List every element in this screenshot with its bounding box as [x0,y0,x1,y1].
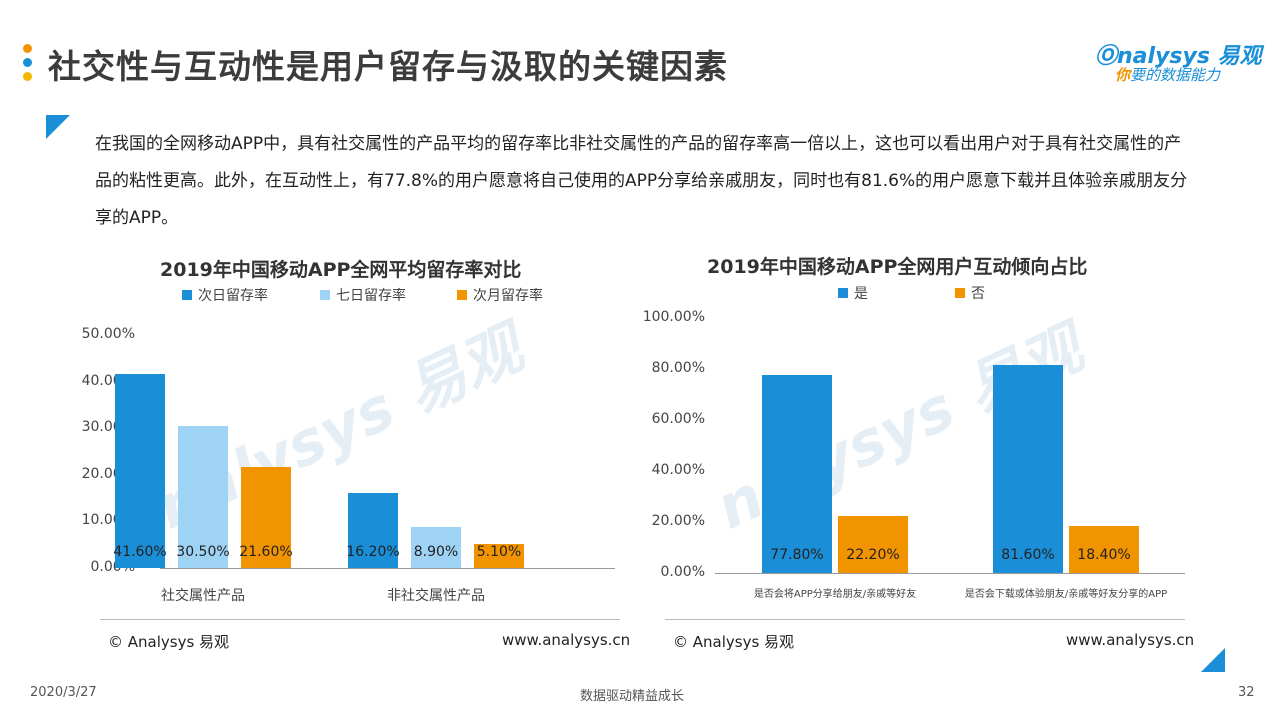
legend-item: 七日留存率 [320,285,406,305]
data-label: 21.60% [239,544,293,560]
bar [1069,526,1139,573]
legend-swatch [955,288,965,298]
y-tick-label: 50.00% [81,326,135,342]
logo: Ⓞnalysys 易观 [1095,44,1262,69]
legend-label: 是 [854,286,868,302]
corner-triangle-decoration [46,115,70,139]
bar [115,374,165,568]
legend-label: 七日留存率 [336,288,406,304]
data-label: 77.80% [770,547,824,563]
data-label: 41.60% [113,544,167,560]
legend-label: 次月留存率 [473,288,543,304]
x-category-label: 非社交属性产品 [387,588,485,604]
bar [474,544,524,568]
y-tick-label: 40.00% [651,462,705,478]
bullet-dot [23,44,32,53]
source-label: © Analysys 易观 [108,633,230,651]
bar [348,492,398,568]
y-tick-label: 60.00% [651,411,705,427]
y-tick-label: 100.00% [642,309,705,325]
logo-slogan: 你要的数据能力 [1115,66,1221,84]
x-category-label: 是否会将APP分享给朋友/亲戚等好友 [753,589,917,600]
source-url: www.analysys.cn [502,631,631,649]
bullet-dot [23,72,32,81]
chart-title: 2019年中国移动APP全网平均留存率对比 [160,259,522,281]
corner-triangle-decoration [1201,648,1225,672]
bullet-dot [23,58,32,67]
bar [241,467,291,568]
bar [762,374,832,573]
data-label: 22.20% [846,547,900,563]
footer-date: 2020/3/27 [30,685,97,700]
x-category-label: 社交属性产品 [161,588,245,604]
x-axis [160,568,615,569]
page-number: 32 [1238,685,1255,700]
summary-paragraph: 在我国的全网移动APP中，具有社交属性的产品平均的留存率比非社交属性的产品的留存… [95,134,1188,228]
x-axis [715,573,1185,574]
divider [100,619,620,620]
bar [838,516,908,573]
legend-label: 次日留存率 [198,288,268,304]
legend-swatch [838,288,848,298]
legend-item: 否 [955,283,985,303]
source-label: © Analysys 易观 [673,633,795,651]
data-label: 18.40% [1077,547,1131,563]
legend-swatch [457,290,467,300]
legend-swatch [182,290,192,300]
page-title: 社交性与互动性是用户留存与汲取的关键因素 [48,47,728,86]
legend-label: 否 [971,286,985,302]
legend-item: 是 [838,283,868,303]
y-tick-label: 80.00% [651,360,705,376]
y-tick-label: 20.00% [651,513,705,529]
data-label: 16.20% [346,544,400,560]
footer-slogan: 数据驱动精益成长 [580,689,685,704]
legend-item: 次月留存率 [457,285,543,305]
data-label: 8.90% [413,544,459,560]
chart-title: 2019年中国移动APP全网用户互动倾向占比 [707,256,1088,278]
legend-swatch [320,290,330,300]
source-url: www.analysys.cn [1066,631,1195,649]
legend-item: 次日留存率 [182,285,268,305]
bar [411,526,461,568]
y-tick-label: 0.00% [660,564,705,580]
bar [993,364,1063,573]
data-label: 5.10% [476,544,522,560]
divider [665,619,1185,620]
data-label: 81.60% [1001,547,1055,563]
data-label: 30.50% [176,544,230,560]
x-category-label: 是否会下载或体验朋友/亲戚等好友分享的APP [964,589,1168,600]
bar [178,425,228,568]
